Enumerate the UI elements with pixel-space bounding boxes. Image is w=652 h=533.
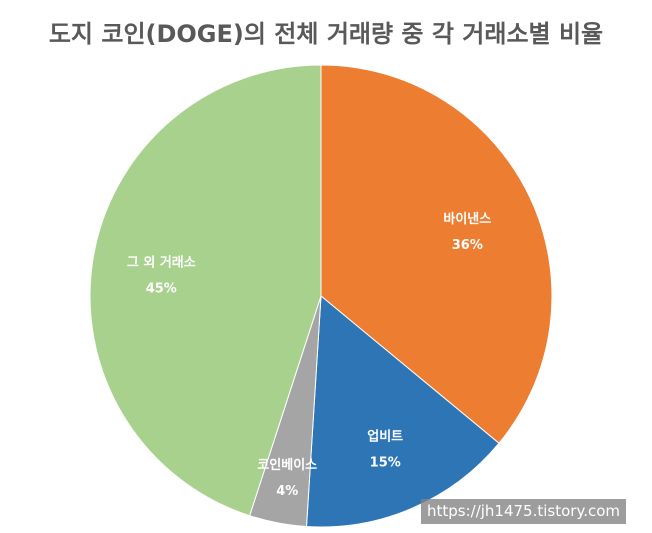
slice-label-3: 코인베이스 [257,457,317,473]
pie-slice-4 [89,64,322,517]
slice-label-4: 그 외 거래소 [127,255,196,271]
slice-value-1: 36% [452,238,483,253]
slice-value-4: 45% [146,282,177,297]
slice-value-2: 15% [370,455,401,470]
chart-title: 도지 코인(DOGE)의 전체 거래량 중 각 거래소별 비율 [48,20,604,48]
watermark-text: https://jh1475.tistory.com [420,499,626,524]
pie-slice-1 [320,64,553,444]
pie-slice-2 [305,294,500,528]
slice-label-1: 바이낸스 [443,211,491,227]
slice-value-3: 4% [276,484,298,499]
slice-label-2: 업비트 [367,429,403,444]
